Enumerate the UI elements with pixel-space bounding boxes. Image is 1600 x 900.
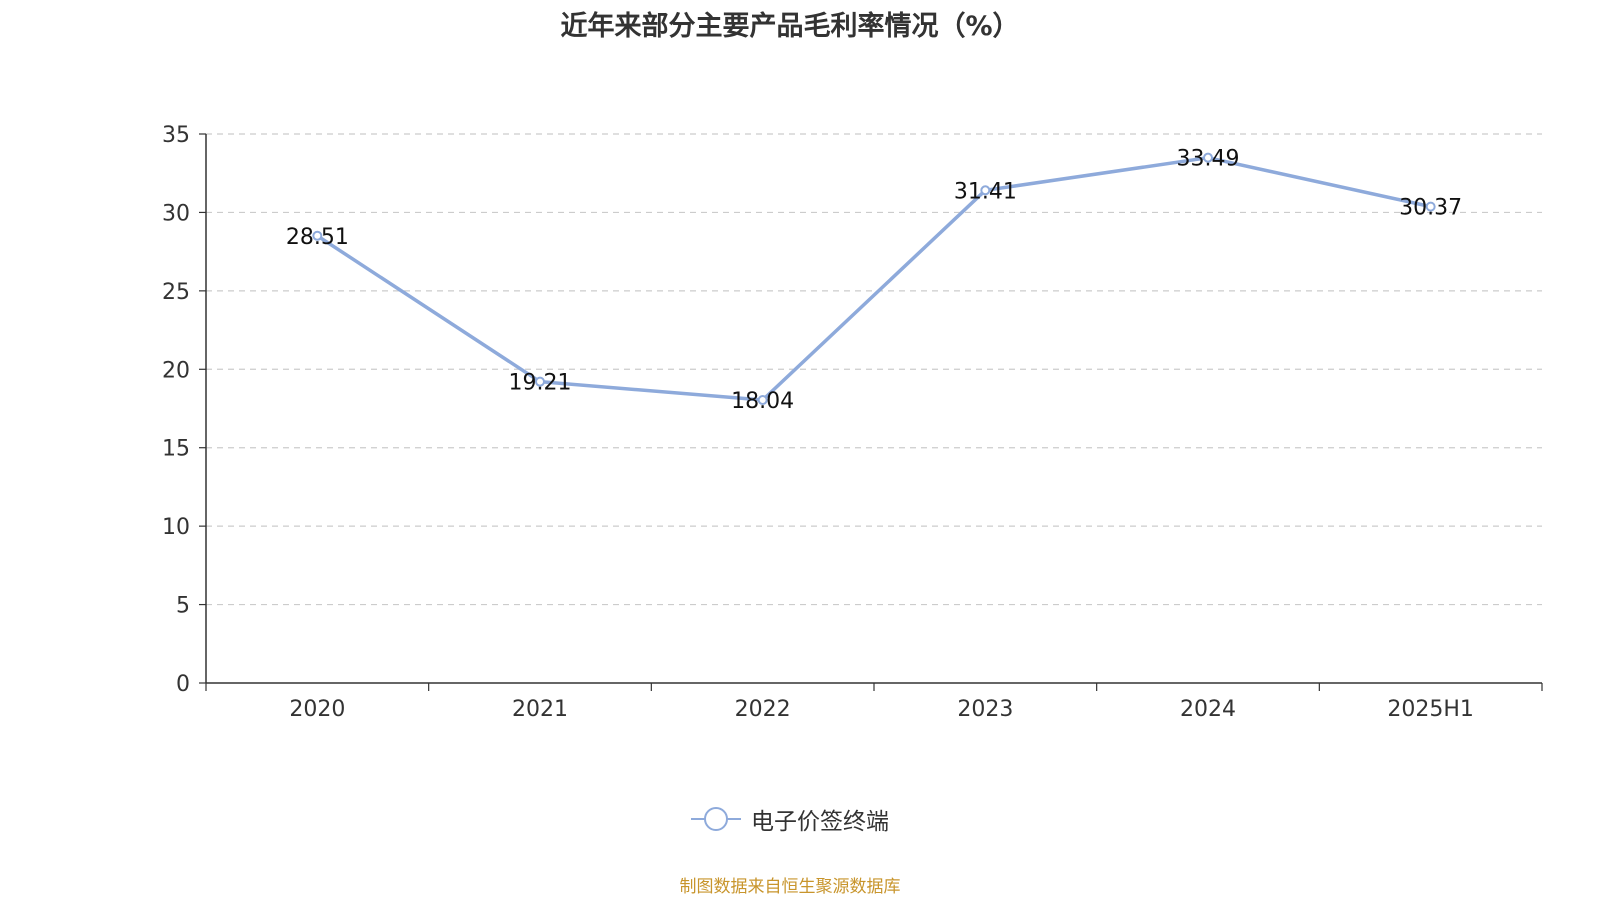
legend-label: 电子价签终端 [751,809,889,835]
data-label: 31.41 [954,179,1017,204]
y-tick-label: 0 [176,672,190,697]
x-tick-label: 2025H1 [1387,697,1474,722]
y-tick-label: 20 [162,358,190,383]
chart-title: 近年来部分主要产品毛利率情况（%） [560,11,1020,42]
y-tick-label: 30 [162,201,190,226]
data-point [1425,201,1436,212]
y-tick-label: 15 [162,437,190,462]
x-tick-label: 2024 [1180,697,1236,722]
data-point [312,230,323,241]
y-tick-label: 10 [162,515,190,540]
legend-line-circle-icon [691,807,741,831]
source-note: 制图数据来自恒生聚源数据库 [679,877,901,897]
y-tick-label: 25 [162,280,190,305]
data-point [535,376,545,387]
data-label: 19.21 [509,371,572,396]
x-tick-label: 2022 [735,697,791,722]
x-tick-label: 2021 [512,697,568,722]
data-label: 18.04 [731,389,794,414]
axes: 0 5 10 15 20 25 30 35 2020 2021 2022 2023 2024 2025H1 [162,123,1543,722]
x-tick-label: 2023 [957,697,1013,722]
data-point [757,395,768,406]
data-label: 30.37 [1399,196,1462,221]
data-label: 33.49 [1177,147,1240,172]
data-label: 28.51 [286,225,349,250]
series-line-group [312,152,1436,406]
data-point [1203,152,1213,163]
series-line [315,155,1433,402]
data-labels: 28.51 19.21 18.04 31.41 33.49 30.37 [286,147,1462,414]
legend[interactable]: 电子价签终端 [0,802,1580,836]
data-point [980,185,991,196]
gridlines [206,133,1542,606]
y-tick-label: 35 [162,123,190,148]
y-tick-label: 5 [176,594,190,619]
x-tick-label: 2020 [289,697,345,722]
